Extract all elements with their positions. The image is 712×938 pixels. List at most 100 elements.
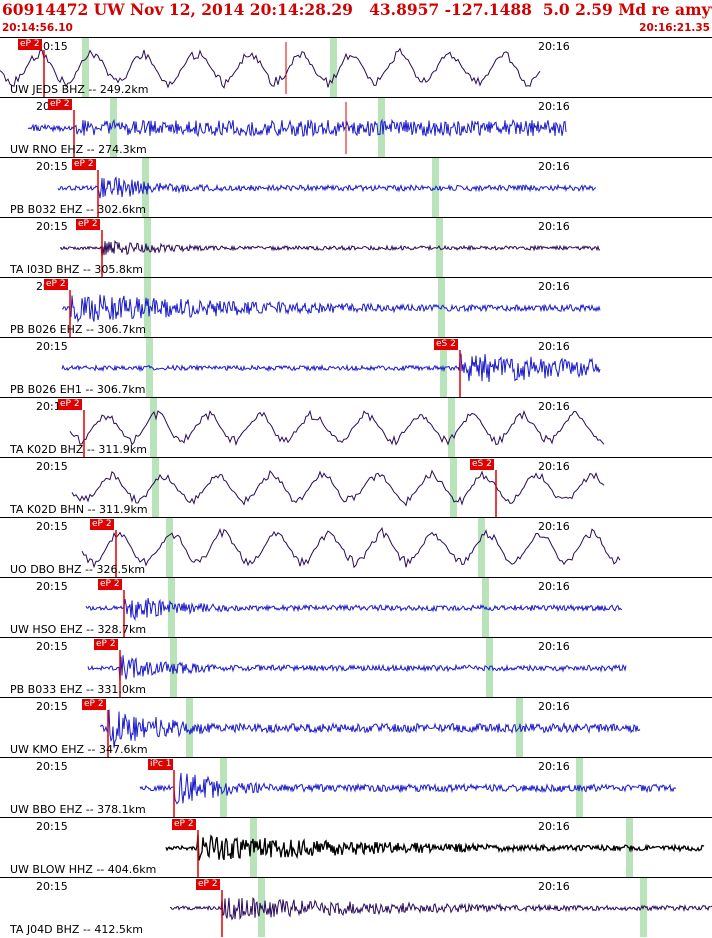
waveform-line: [57, 176, 597, 199]
trace-panel[interactable]: 20:15 20:16 eP 2 PB B032 EHZ -- 302.6km: [0, 157, 712, 217]
header-bar: 60914472 UW Nov 12, 2014 20:14:28.29 43.…: [0, 0, 712, 36]
trace-panel[interactable]: 20:15 20:16 eP 2 UW HSO EHZ -- 328.7km: [0, 577, 712, 637]
time-tick-right: 20:16: [538, 460, 570, 473]
phase-pick-badge[interactable]: iPc 1: [148, 759, 174, 770]
waveform-line: [62, 294, 601, 323]
seismogram-traces: 20:15 20:16 eP 2 UW JEDS BHZ -- 249.2km 20:1…: [0, 37, 712, 938]
station-label: UW JEDS BHZ -- 249.2km: [10, 83, 149, 96]
phase-pick-badge[interactable]: eP 2: [94, 639, 118, 650]
trace-panel[interactable]: 20:15 20:16 eP 2 TA K02D BHZ -- 311.9km: [0, 397, 712, 457]
time-tick-left: 20:15: [36, 760, 68, 773]
time-tick-right: 20:16: [538, 640, 570, 653]
station-label: UW KMO EHZ -- 347.6km: [10, 743, 148, 756]
waveform-line: [61, 353, 601, 383]
waveform-line: [169, 897, 712, 921]
time-tick-right: 20:16: [538, 400, 570, 413]
event-title: 60914472 UW Nov 12, 2014 20:14:28.29 43.…: [2, 0, 712, 19]
waveform-line: [99, 709, 641, 748]
station-label: UW HSO EHZ -- 328.7km: [10, 623, 147, 636]
trace-panel[interactable]: 20:15 20:16 eP 2 UW BLOW HHZ -- 404.6km: [0, 817, 712, 877]
station-label: PB B026 EH1 -- 306.7km: [10, 383, 146, 396]
waveform-line: [69, 409, 605, 446]
phase-window-marker: [220, 758, 227, 817]
phase-pick-badge[interactable]: eP 2: [44, 279, 68, 290]
trace-panel[interactable]: 20:15 20:16 eP 2 PB B033 EHZ -- 331.0km: [0, 637, 712, 697]
time-tick-right: 20:16: [538, 100, 570, 113]
phase-pick-badge[interactable]: eS 2: [434, 339, 458, 350]
time-tick-left: 20:15: [36, 520, 68, 533]
waveform-line: [71, 469, 605, 507]
time-tick-right: 20:16: [538, 160, 570, 173]
waveform-svg: [0, 38, 541, 97]
phase-pick-badge[interactable]: eP 2: [90, 519, 114, 530]
phase-window-marker: [166, 518, 173, 577]
phase-pick-badge[interactable]: eP 2: [48, 99, 72, 110]
phase-pick-badge[interactable]: eP 2: [82, 699, 106, 710]
phase-window-marker: [110, 98, 117, 157]
waveform-line: [87, 655, 627, 682]
phase-pick-badge[interactable]: eP 2: [76, 219, 100, 230]
phase-pick-badge[interactable]: eP 2: [98, 579, 122, 590]
trace-panel[interactable]: 20:15 20:16 eS 2 TA K02D BHN -- 311.9km: [0, 457, 712, 517]
trace-panel[interactable]: 20:15 20:16 eS 2 PB B026 EH1 -- 306.7km: [0, 337, 712, 397]
station-label: TA K02D BHZ -- 311.9km: [10, 443, 147, 456]
phase-window-marker: [330, 38, 337, 97]
time-tick-left: 20:15: [36, 700, 68, 713]
phase-window-marker: [168, 578, 175, 637]
phase-window-marker: [82, 38, 89, 97]
phase-pick-badge[interactable]: eP 2: [196, 879, 220, 890]
time-tick-right: 20:16: [538, 340, 570, 353]
waveform-svg: [87, 638, 627, 697]
time-tick-right: 20:16: [538, 880, 570, 893]
time-tick-right: 20:16: [538, 40, 570, 53]
phase-pick-badge[interactable]: eP 2: [18, 39, 42, 50]
trace-panel[interactable]: 20:15 20:16 eP 2 TA J04D BHZ -- 412.5km: [0, 877, 712, 937]
trace-panel[interactable]: 20:15 20:16 eP 2 UW JEDS BHZ -- 249.2km: [0, 37, 712, 97]
waveform-svg: [81, 518, 621, 577]
time-tick-right: 20:16: [538, 280, 570, 293]
time-tick-left: 20:15: [36, 880, 68, 893]
phase-window-marker: [478, 518, 485, 577]
station-label: UO DBO BHZ -- 326.5km: [10, 563, 146, 576]
station-label: PB B033 EHZ -- 331.0km: [10, 683, 146, 696]
phase-pick-badge[interactable]: eP 2: [172, 819, 196, 830]
station-label: PB B032 EHZ -- 302.6km: [10, 203, 146, 216]
phase-window-marker: [448, 398, 455, 457]
waveform-line: [27, 118, 567, 138]
trace-panel[interactable]: 20:15 20:16 eP 2 UO DBO BHZ -- 326.5km: [0, 517, 712, 577]
waveform-svg: [99, 698, 641, 757]
station-label: UW BLOW HHZ -- 404.6km: [10, 863, 157, 876]
time-tick-left: 20:15: [36, 640, 68, 653]
phase-pick-badge[interactable]: eS 2: [470, 459, 494, 470]
time-tick-left: 20:15: [36, 40, 68, 53]
time-tick-left: 20:15: [36, 220, 68, 233]
time-tick-left: 20:15: [36, 580, 68, 593]
waveform-line: [81, 526, 621, 569]
time-tick-left: 20:15: [36, 820, 68, 833]
start-time: 20:14:56.10: [2, 22, 73, 34]
phase-window-marker: [186, 698, 193, 757]
time-tick-right: 20:16: [538, 580, 570, 593]
waveform-line: [85, 598, 622, 622]
station-label: PB B026 EHZ -- 306.7km: [10, 323, 146, 336]
waveform-svg: [59, 218, 601, 277]
waveform-svg: [62, 278, 601, 337]
time-tick-left: 20:15: [36, 460, 68, 473]
station-label: TA J04D BHZ -- 412.5km: [10, 923, 143, 936]
trace-panel[interactable]: 20:15 20:16 eP 2 UW KMO EHZ -- 347.6km: [0, 697, 712, 757]
time-tick-left: 20:15: [36, 160, 68, 173]
waveform-line: [59, 239, 601, 258]
phase-pick-badge[interactable]: eP 2: [72, 159, 96, 170]
trace-panel[interactable]: 20:15 20:16 iPc 1 UW BBO EHZ -- 378.1km: [0, 757, 712, 817]
time-tick-right: 20:16: [538, 820, 570, 833]
station-label: UW BBO EHZ -- 378.1km: [10, 803, 146, 816]
time-tick-right: 20:16: [538, 700, 570, 713]
waveform-svg: [71, 458, 605, 517]
time-tick-right: 20:16: [538, 220, 570, 233]
waveform-svg: [169, 878, 712, 937]
phase-pick-badge[interactable]: eP 2: [58, 399, 82, 410]
waveform-svg: [27, 98, 567, 157]
trace-panel[interactable]: 20:15 20:16 eP 2 TA I03D BHZ -- 305.8km: [0, 217, 712, 277]
